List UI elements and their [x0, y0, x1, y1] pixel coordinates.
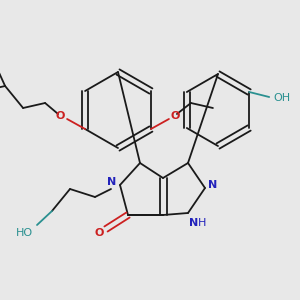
Text: HO: HO	[15, 228, 33, 238]
Text: N: N	[189, 218, 199, 228]
Text: O: O	[170, 111, 180, 121]
Text: OH: OH	[274, 93, 291, 103]
Text: H: H	[198, 218, 206, 228]
Text: N: N	[208, 180, 217, 190]
Text: O: O	[56, 111, 65, 121]
Text: O: O	[94, 228, 104, 238]
Text: N: N	[107, 177, 117, 187]
